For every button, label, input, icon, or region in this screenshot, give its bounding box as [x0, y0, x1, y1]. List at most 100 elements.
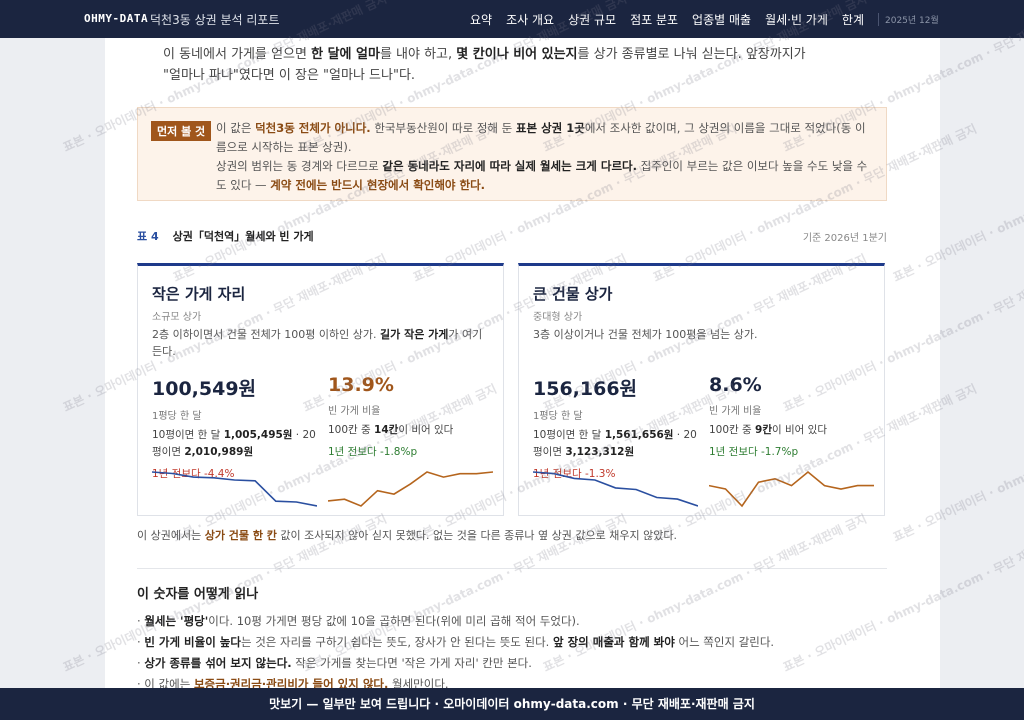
- guide-item: · 월세는 '평당'이다. 10평 가게면 평당 값에 10을 곱하면 된다(위…: [137, 613, 580, 629]
- brand[interactable]: OHMY-DATA: [84, 12, 149, 25]
- text-run: 가 여기 든다.: [152, 328, 483, 358]
- text-run: 는 것은 자리를 구하기 쉽다는 뜻도, 장사가 안 된다는 뜻도 된다.: [240, 635, 553, 649]
- table-caption: 표 4 상권「덕천역」월세와 빈 가게 기준 2026년 1분기: [137, 228, 887, 244]
- text-run: 100칸 중: [328, 424, 375, 436]
- menu-item[interactable]: 요약: [470, 13, 493, 27]
- card-desc: 2층 이하이면서 건물 전체가 100평 이하인 상가. 길가 작은 가게가 여…: [152, 326, 487, 360]
- sparkline: [533, 471, 698, 507]
- table-note: 이 상권에서는 상가 건물 한 칸 값이 조사되지 않아 싣지 못했다. 없는 …: [137, 527, 677, 543]
- guide-item: · 이 값에는 보증금·권리금·관리비가 들어 있지 않다. 월세만이다.: [137, 676, 449, 688]
- text-run: 월세만이다.: [388, 677, 449, 688]
- metric-label: 빈 가게 비율: [328, 406, 381, 417]
- emphasis: 한 달에 얼마: [311, 47, 380, 62]
- sparkline: [709, 470, 874, 508]
- text-run: 어느 쪽인지 갈린다.: [674, 635, 775, 649]
- emphasis: 3,123,312원: [565, 446, 635, 458]
- metric: 13.9% 빈 가게 비율 100칸 중 14칸이 비어 있다 1년 전보다 -1.8…: [328, 374, 498, 507]
- text-run: 이 상권에서는: [137, 529, 205, 542]
- emphasis: 1,005,495원: [223, 429, 293, 441]
- emphasis: 덕천3동 전체가 아니다.: [255, 121, 371, 135]
- text-run: 를 상가 종류별로 나눠 싣는다. 앞장까지가 "얼마나 파나"였다면 이 장은…: [163, 47, 806, 83]
- basis: 기준 2026년 1분기: [802, 233, 887, 244]
- metric-label: 빈 가게 비율: [709, 406, 762, 417]
- notice-text: 이 값은 덕천3동 전체가 아니다. 한국부동산원이 따로 정해 둔 표본 상권…: [216, 119, 876, 195]
- divider: [137, 568, 887, 569]
- card-title: 큰 건물 상가: [533, 285, 613, 303]
- metric-label: 1평당 한 달: [533, 411, 583, 422]
- metric-note: 100칸 중 9칸이 비어 있다: [709, 422, 874, 439]
- card-title: 작은 가게 자리: [152, 285, 246, 303]
- metric-change: 1년 전보다 -1.3%: [533, 468, 616, 480]
- text-run: 값이 조사되지 않아 싣지 못했다. 없는 것을 다른 종류나 옆 상권 값으로…: [276, 529, 677, 542]
- menu-item[interactable]: 점포 분포: [630, 13, 679, 27]
- emphasis: 1,561,656원: [604, 429, 674, 441]
- emphasis: 9칸: [755, 424, 773, 436]
- text-run: 100칸 중: [709, 424, 756, 436]
- top-nav: OHMY-DATA 덕천3동 상권 분석 리포트 요약 조사 개요 상권 규모 점포 …: [0, 0, 1024, 38]
- metric: 100,549원 1평당 한 달 10평이면 한 달 1,005,495원 · 20…: [152, 374, 322, 507]
- menu-item[interactable]: 상권 규모: [568, 13, 617, 27]
- metric-label: 1평당 한 달: [152, 411, 202, 422]
- text-run: · 20평이면: [533, 429, 697, 458]
- emphasis: 같은 동네라도 자리에 따라 실제 월세는 크게 다르다.: [382, 159, 637, 173]
- intro: 이 동네에서 가게를 얻으면 한 달에 얼마를 내야 하고, 몇 칸이나 비어 …: [163, 44, 813, 86]
- metric-change: 1년 전보다 -1.8%p: [328, 446, 418, 458]
- text-run: 이 동네에서 가게를 얻으면: [163, 47, 312, 62]
- trend-line: [152, 471, 317, 507]
- emphasis: 표본 상권 1곳: [515, 121, 585, 135]
- card-subtitle: 소규모 상가: [152, 312, 202, 323]
- text-run: 에서 조사한 값이며, 그 상권의 이름을 그대로 적었다(동 이름으로 시작하…: [216, 121, 866, 154]
- text-run: · 이 값에는: [137, 677, 194, 688]
- text-run: 상권의 범위는 동 경계와 다르므로: [216, 159, 383, 173]
- emphasis: 14칸: [374, 424, 399, 436]
- metric-value: 8.6%: [709, 374, 762, 396]
- text-run: 3층 이상이거나 건물 전체가 100평을 넘는 상가.: [533, 328, 758, 341]
- text-run: 한국부동산원이 따로 정해 둔: [370, 121, 516, 135]
- emphasis: 상가 종류를 섞어 보지 않는다.: [144, 656, 292, 670]
- text-run: 이 비어 있다: [772, 424, 827, 436]
- metric-value: 100,549원: [152, 378, 257, 400]
- emphasis: 계약 전에는 반드시 현장에서 확인해야 한다.: [270, 178, 486, 192]
- text-run: ·: [137, 656, 145, 670]
- caption: 상권「덕천역」월세와 빈 가게: [172, 230, 314, 243]
- text-run: 2층 이하이면서 건물 전체가 100평 이하인 상가.: [152, 328, 381, 341]
- guide-item: · 빈 가게 비율이 높다는 것은 자리를 구하기 쉽다는 뜻도, 장사가 안 …: [137, 634, 774, 650]
- menu-item[interactable]: 한계: [841, 13, 864, 27]
- text-run: ·: [137, 635, 145, 649]
- emphasis: 상가 건물 한 칸: [204, 529, 277, 542]
- metric-note: 100칸 중 14칸이 비어 있다: [328, 422, 493, 439]
- metric-note: 10평이면 한 달 1,561,656원 · 20평이면 3,123,312원: [533, 427, 698, 461]
- menu-item[interactable]: 업종별 매출: [692, 13, 752, 27]
- emphasis: 2,010,989원: [184, 446, 254, 458]
- emphasis: 몇 칸이나 비어 있는지: [456, 47, 578, 62]
- sparkline: [152, 471, 317, 507]
- menu-item[interactable]: 조사 개요: [506, 13, 555, 27]
- date: 2025년 12월: [878, 13, 939, 26]
- emphasis: 길가 작은 가게: [380, 328, 449, 341]
- text-run: 집주인이 부르는 값은 이보다 높을 수도 낮을 수도 있다 —: [216, 159, 868, 192]
- text-run: 10평이면 한 달: [152, 429, 224, 441]
- trend-line: [709, 470, 874, 508]
- notice: 먼저 볼 것 이 값은 덕천3동 전체가 아니다. 한국부동산원이 따로 정해 …: [137, 107, 887, 201]
- card-subtitle: 중대형 상가: [533, 312, 583, 323]
- table-number: 표 4: [137, 230, 159, 243]
- emphasis: 앞 장의 매출과 함께 봐야: [553, 635, 675, 649]
- trend-line: [533, 471, 698, 507]
- report-title: 덕천3동 상권 분석 리포트: [150, 13, 280, 27]
- text-run: 이다. 10평 가게면 평당 값에 10을 곱하면 된다(위에 미리 곱해 적어…: [208, 614, 580, 628]
- text-run: 작은 가게를 찾는다면 '작은 가게 자리' 칸만 본다.: [291, 656, 532, 670]
- metric-change: 1년 전보다 -1.7%p: [709, 446, 799, 458]
- metric: 8.6% 빈 가게 비율 100칸 중 9칸이 비어 있다 1년 전보다 -1.7%p: [709, 374, 879, 508]
- content: 이 동네에서 가게를 얻으면 한 달에 얼마를 내야 하고, 몇 칸이나 비어 …: [105, 38, 940, 688]
- menu-item[interactable]: 월세·빈 가게: [765, 13, 828, 27]
- emphasis: 월세는 '평당': [144, 614, 209, 628]
- menu: 요약 조사 개요 상권 규모 점포 분포 업종별 매출 월세·빈 가게 한계: [470, 11, 864, 28]
- card-desc: 3층 이상이거나 건물 전체가 100평을 넘는 상가.: [533, 326, 868, 343]
- text-run: 10평이면 한 달: [533, 429, 605, 441]
- notice-paragraph: 상권의 범위는 동 경계와 다르므로 같은 동네라도 자리에 따라 실제 월세는…: [216, 157, 876, 195]
- metric: 156,166원 1평당 한 달 10평이면 한 달 1,561,656원 · 20…: [533, 374, 703, 507]
- text-run: · 20평이면: [152, 429, 316, 458]
